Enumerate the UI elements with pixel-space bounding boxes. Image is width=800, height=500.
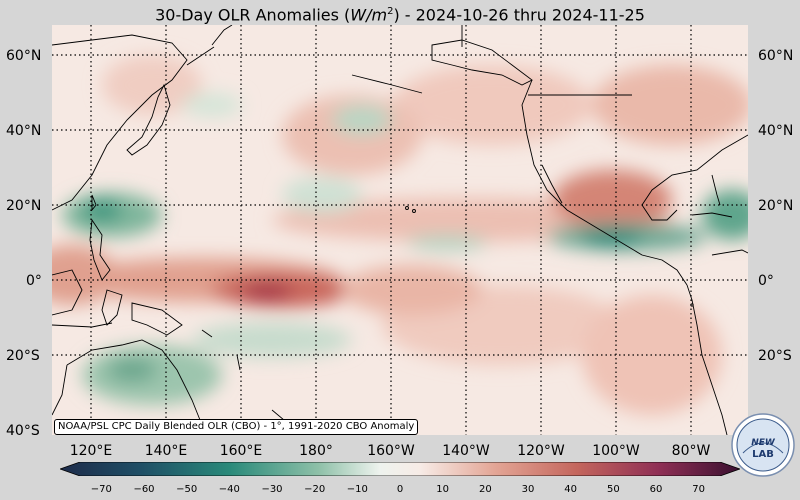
colorbar-tick-label: 70 (692, 484, 706, 495)
coastlines (52, 25, 748, 435)
colorbar-tick-label: 20 (478, 484, 492, 495)
lat-label-eq: 0° (26, 273, 42, 289)
lat-label-right-60n: 60°N (758, 48, 794, 64)
colorbar-tick-label: 60 (649, 484, 663, 495)
lon-label-140w: 140°W (442, 443, 490, 459)
map-title: 30-Day OLR Anomalies (W/m2) - 2024-10-26… (155, 5, 645, 25)
colorbar-tick-label: −60 (133, 484, 155, 495)
svg-text:NEW: NEW (751, 438, 776, 448)
colorbar-tick-label: −10 (346, 484, 368, 495)
lat-label-40s: 40°S (6, 423, 40, 439)
data-credit: NOAA/PSL CPC Daily Blended OLR (CBO) - 1… (54, 419, 419, 435)
lat-label-40n: 40°N (6, 123, 42, 139)
colorbar-tick-label: 40 (564, 484, 578, 495)
map-area (52, 25, 748, 435)
graticule (52, 25, 748, 435)
lat-label-right-40n: 40°N (758, 123, 794, 139)
colorbar-tick-label: −40 (218, 484, 240, 495)
lat-label-60n: 60°N (6, 48, 42, 64)
lon-label-80w: 80°W (671, 443, 711, 459)
lon-label-120e: 120°E (69, 443, 113, 459)
lat-label-right-20s: 20°S (758, 348, 792, 364)
colorbar-tick-label: −50 (176, 484, 198, 495)
lat-label-right-20n: 20°N (758, 198, 794, 214)
lon-label-160w: 160°W (367, 443, 415, 459)
anomaly-map (52, 25, 748, 435)
colorbar-tick-label: 50 (606, 484, 620, 495)
colorbar-tick-label: 10 (436, 484, 450, 495)
colorbar-tick-label: 0 (396, 484, 404, 495)
colorbar-tick-label: −30 (261, 484, 283, 495)
colorbar-tick-label: 30 (521, 484, 535, 495)
lat-label-20n: 20°N (6, 198, 42, 214)
lon-label-160e: 160°E (219, 443, 263, 459)
svg-text:LAB: LAB (752, 449, 774, 460)
lat-label-20s: 20°S (6, 348, 40, 364)
lon-label-140e: 140°E (144, 443, 188, 459)
colorbar-tick-label: −20 (304, 484, 326, 495)
colorbar-tick-label: −70 (90, 484, 112, 495)
anomaly-field (52, 55, 748, 415)
lat-label-right-eq: 0° (758, 273, 774, 289)
lon-label-100w: 100°W (592, 443, 640, 459)
lon-label-120w: 120°W (517, 443, 565, 459)
lab-logo: NEW LAB (731, 413, 795, 477)
lon-label-180: 180° (299, 443, 333, 459)
colorbar (60, 462, 740, 476)
